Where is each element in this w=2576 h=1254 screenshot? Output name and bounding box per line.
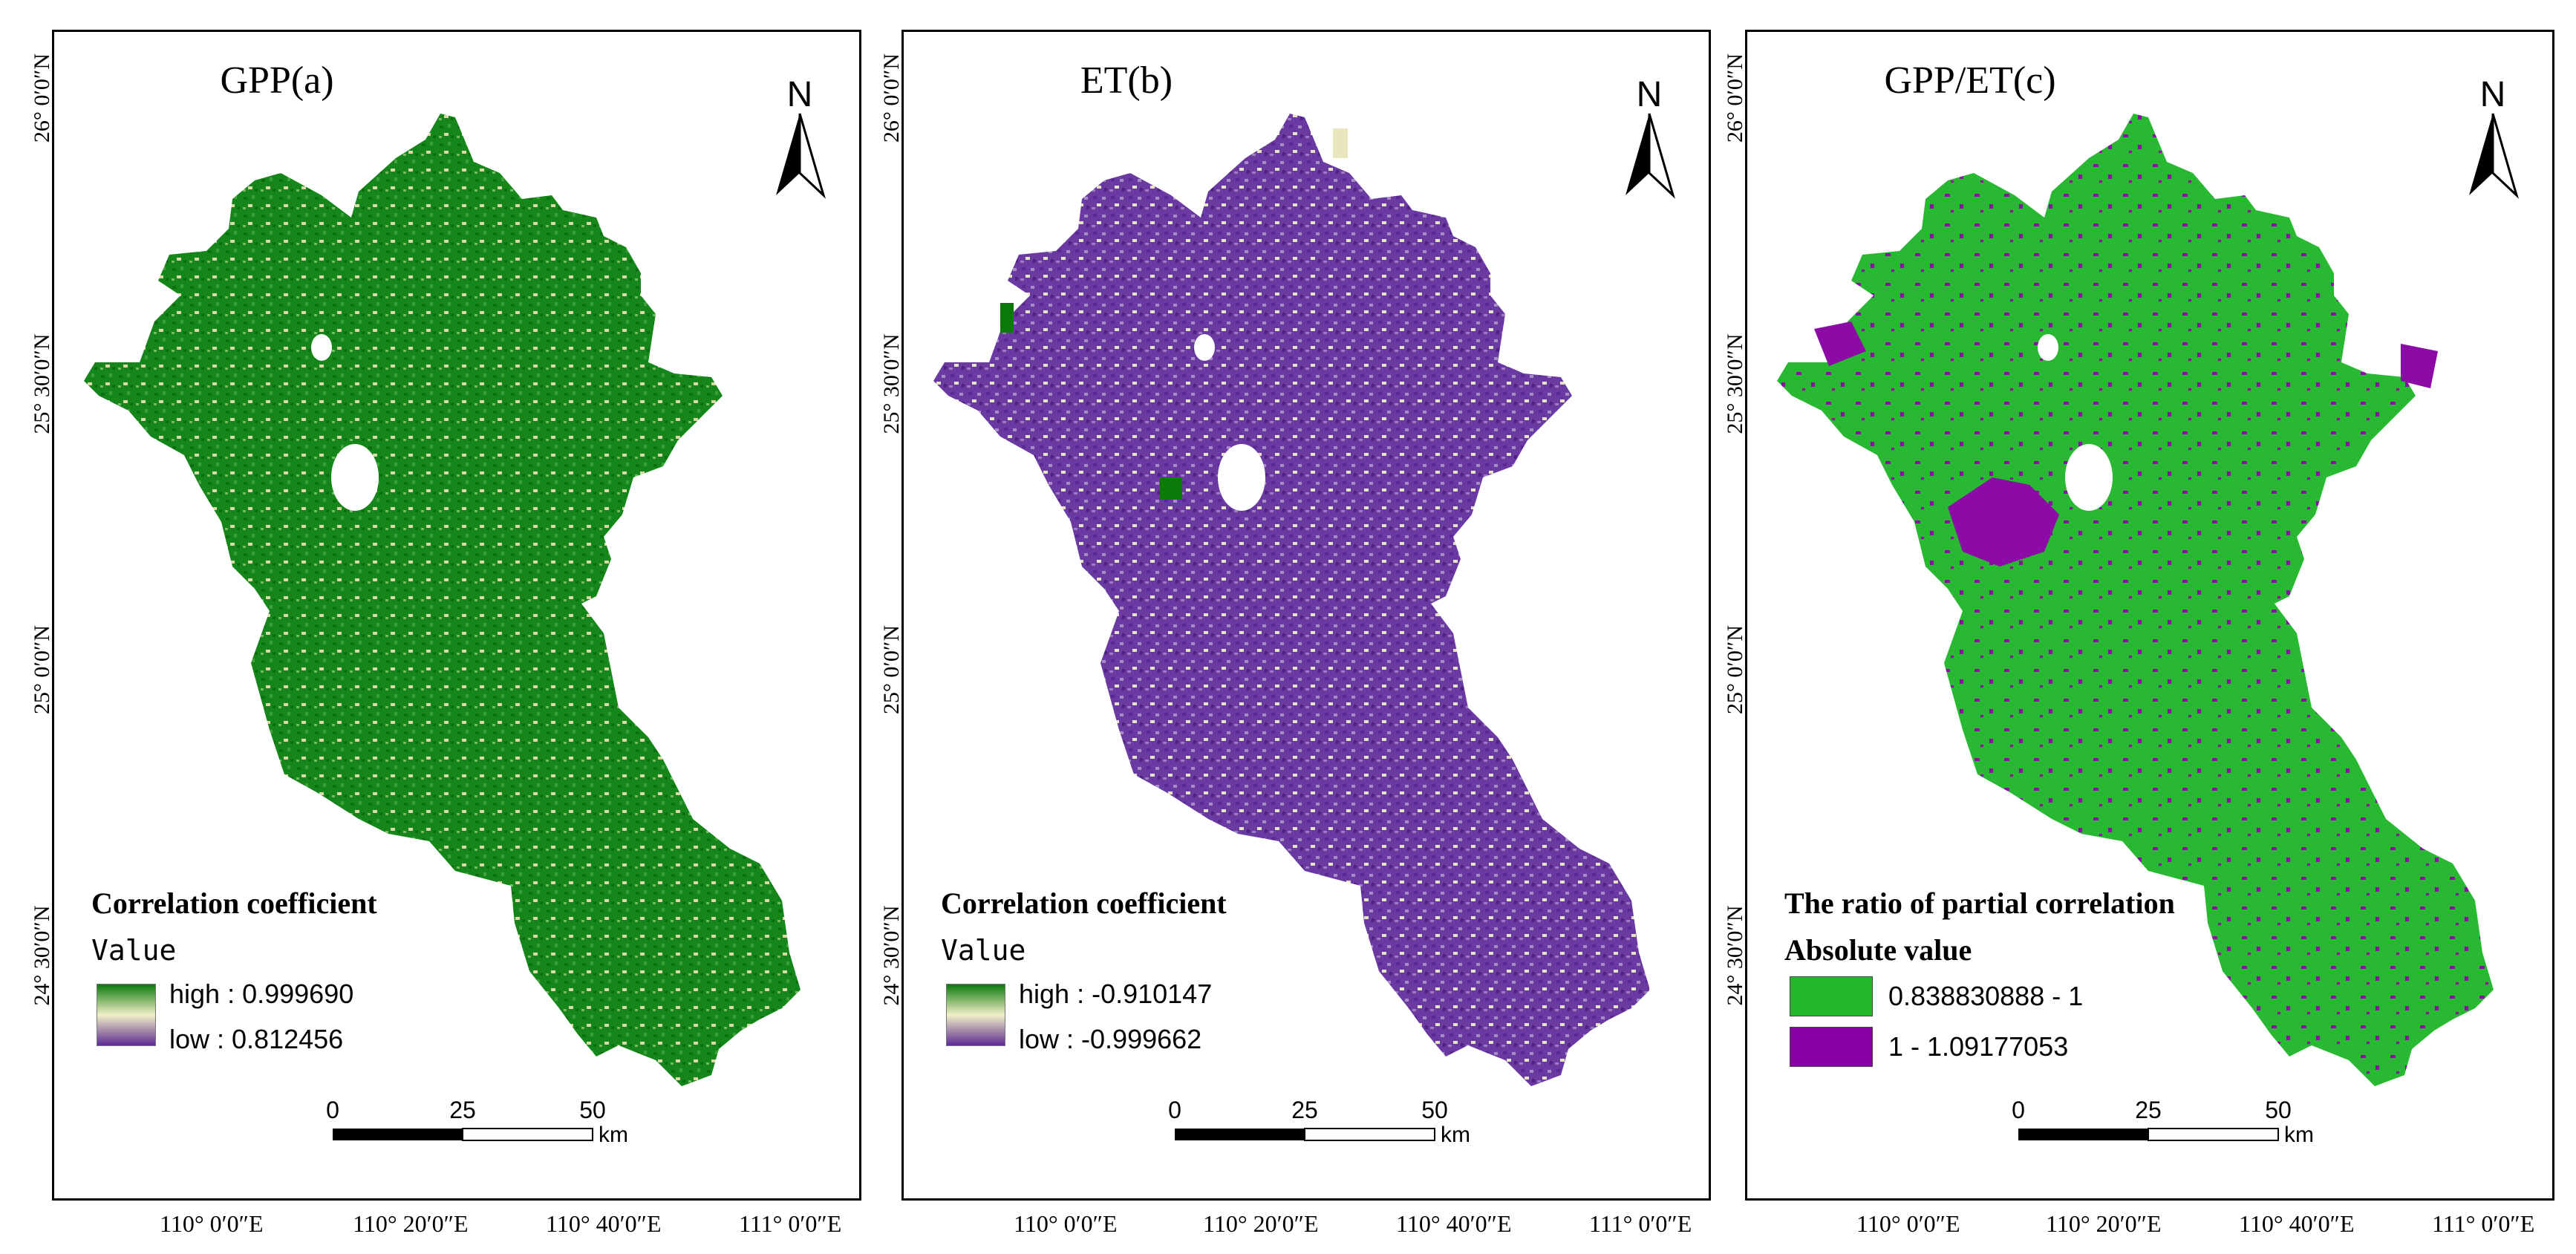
legend-class2-label: 1 - 1.09177053 [1888, 1031, 2069, 1062]
legend-swatch-class2 [1790, 1027, 1873, 1067]
scale-bar: 0 25 50 km [1168, 1097, 1470, 1147]
svg-text:50: 50 [2265, 1097, 2292, 1123]
panel-title: GPP(a) [220, 59, 334, 102]
svg-text:25: 25 [2135, 1097, 2162, 1123]
legend-subtitle: Value [91, 934, 177, 967]
lon-label: 110° 0′0″E [1856, 1210, 1960, 1237]
map-region-gpp [84, 114, 800, 1086]
lat-label: 26° 0′0″N [879, 53, 904, 143]
map-panel-et: ET(b) N Correlation coefficient Value hi… [901, 30, 1711, 1201]
lon-label: 110° 20′0″E [353, 1210, 469, 1237]
lon-label: 110° 40′0″E [2239, 1210, 2355, 1237]
lat-label: 24° 30′0″N [30, 905, 54, 1006]
legend-subtitle: Value [941, 934, 1026, 967]
svg-text:50: 50 [1421, 1097, 1448, 1123]
lat-label: 24° 30′0″N [1723, 905, 1747, 1006]
legend-subtitle: Absolute value [1784, 933, 1972, 967]
legend-high: high : 0.999690 [169, 979, 354, 1009]
panel-title: GPP/ET(c) [1884, 59, 2056, 102]
scale-bar: 0 25 50 km [326, 1097, 628, 1147]
north-label: N [1637, 75, 1663, 114]
map-region-ratio [1777, 114, 2494, 1086]
legend-class1-label: 0.838830888 - 1 [1888, 981, 2084, 1011]
svg-text:25: 25 [1291, 1097, 1318, 1123]
lon-label: 110° 40′0″E [546, 1210, 662, 1237]
lat-label: 26° 0′0″N [1723, 53, 1747, 143]
lat-label: 25° 0′0″N [879, 624, 904, 715]
legend-swatch-class1 [1790, 976, 1873, 1016]
lon-label: 110° 20′0″E [2046, 1210, 2162, 1237]
lon-label: 111° 0′0″E [2432, 1210, 2535, 1237]
lat-label: 25° 30′0″N [30, 333, 54, 434]
lat-label: 25° 0′0″N [30, 624, 54, 715]
svg-text:km: km [599, 1123, 628, 1147]
lon-label: 110° 0′0″E [160, 1210, 264, 1237]
legend-title: The ratio of partial correlation [1784, 886, 2175, 920]
lon-label: 110° 0′0″E [1014, 1210, 1118, 1237]
north-label: N [2480, 75, 2506, 114]
svg-text:0: 0 [326, 1097, 339, 1123]
map-panel-gpp: GPP(a) N Correlation coefficient Value h… [52, 30, 861, 1201]
scale-bar: 0 25 50 km [2012, 1097, 2314, 1147]
svg-text:km: km [2284, 1123, 2314, 1147]
svg-text:0: 0 [2012, 1097, 2025, 1123]
svg-text:0: 0 [1168, 1097, 1181, 1123]
legend-low: low : -0.999662 [1019, 1024, 1202, 1054]
map-region-et [933, 114, 1650, 1086]
legend-color-ramp [946, 984, 1005, 1046]
svg-text:25: 25 [449, 1097, 476, 1123]
lat-label: 25° 0′0″N [1723, 624, 1747, 715]
lat-label: 25° 30′0″N [1723, 333, 1747, 434]
lat-label: 26° 0′0″N [30, 53, 54, 143]
north-arrow-icon: N [1626, 75, 1675, 199]
legend-title: Correlation coefficient [91, 886, 377, 920]
legend-title: Correlation coefficient [941, 886, 1227, 920]
north-arrow-icon: N [2469, 75, 2519, 199]
legend-low: low : 0.812456 [169, 1024, 344, 1054]
panel-title: ET(b) [1080, 59, 1173, 102]
map-panel-ratio: GPP/ET(c) N The ratio of partial correla… [1745, 30, 2554, 1201]
lon-label: 111° 0′0″E [739, 1210, 842, 1237]
legend-high: high : -0.910147 [1019, 979, 1213, 1009]
north-label: N [787, 75, 813, 114]
legend-color-ramp [97, 984, 156, 1046]
north-arrow-icon: N [776, 75, 826, 199]
svg-text:50: 50 [579, 1097, 606, 1123]
lat-label: 25° 30′0″N [879, 333, 904, 434]
lat-label: 24° 30′0″N [879, 905, 904, 1006]
lon-label: 111° 0′0″E [1589, 1210, 1692, 1237]
lon-label: 110° 20′0″E [1203, 1210, 1319, 1237]
lon-label: 110° 40′0″E [1396, 1210, 1512, 1237]
svg-text:km: km [1441, 1123, 1470, 1147]
